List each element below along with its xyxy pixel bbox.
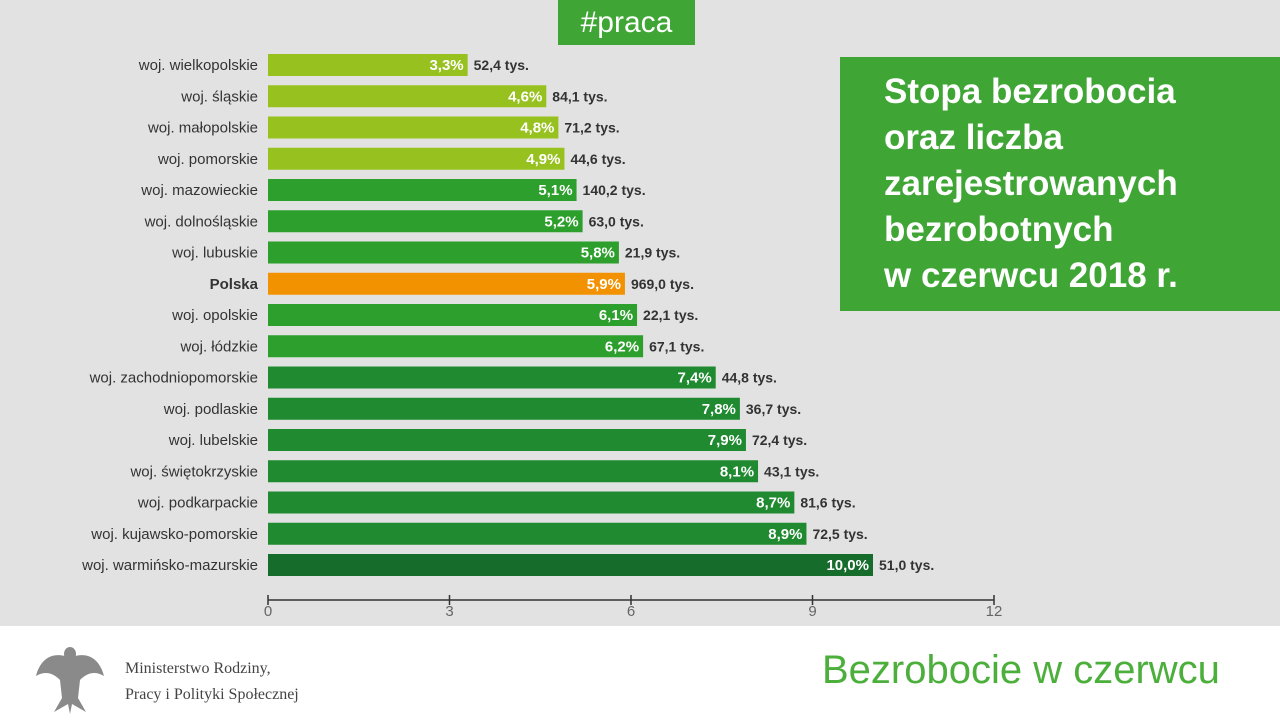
value-label: 7,8% xyxy=(702,401,736,418)
value-label: 7,9% xyxy=(708,432,742,449)
count-label: 72,4 tys. xyxy=(752,432,807,448)
value-label: 6,1% xyxy=(599,307,633,324)
category-label: woj. lubuskie xyxy=(171,245,258,262)
value-label: 5,2% xyxy=(544,213,578,230)
eagle-emblem-icon xyxy=(36,647,104,714)
bar xyxy=(268,460,759,483)
value-label: 10,0% xyxy=(826,557,869,574)
footer-title: Bezrobocie w czerwcu xyxy=(822,648,1220,692)
category-label: woj. wielkopolskie xyxy=(138,57,258,74)
title-line: zarejestrowanych xyxy=(884,164,1178,203)
bar xyxy=(268,147,565,170)
bar xyxy=(268,366,716,389)
ministry-line-2: Pracy i Polityki Społecznej xyxy=(125,686,299,703)
x-tick-label: 3 xyxy=(445,603,453,620)
category-label: woj. łódzkie xyxy=(179,338,258,355)
title-line: bezrobotnych xyxy=(884,210,1114,249)
count-label: 140,2 tys. xyxy=(583,182,646,198)
count-label: 36,7 tys. xyxy=(746,401,801,417)
bar xyxy=(268,241,619,264)
x-tick-label: 9 xyxy=(808,603,816,620)
category-label: woj. małopolskie xyxy=(147,120,258,137)
category-label: woj. kujawsko-pomorskie xyxy=(90,526,258,543)
value-label: 4,9% xyxy=(526,151,560,168)
value-label: 8,7% xyxy=(756,495,790,512)
count-label: 67,1 tys. xyxy=(649,338,704,354)
ministry-name: Ministerstwo Rodziny, Pracy i Polityki S… xyxy=(125,656,299,708)
value-label: 6,2% xyxy=(605,338,639,355)
bar xyxy=(268,179,577,201)
count-label: 72,5 tys. xyxy=(812,526,867,542)
bar-chart: woj. wielkopolskie 3,3% 52,4 tys. woj. śląs… xyxy=(81,54,1003,620)
value-label: 5,1% xyxy=(538,182,572,199)
bar xyxy=(268,54,468,76)
value-label: 4,6% xyxy=(508,88,542,105)
category-label: woj. lubelskie xyxy=(168,432,258,449)
x-tick-label: 0 xyxy=(264,603,272,620)
count-label: 84,1 tys. xyxy=(552,88,607,104)
category-label: Polska xyxy=(210,276,259,293)
bar xyxy=(268,491,795,514)
category-label: woj. świętokrzyskie xyxy=(129,463,258,480)
bar xyxy=(268,272,625,295)
category-label: woj. mazowieckie xyxy=(140,182,258,199)
value-label: 7,4% xyxy=(677,370,711,387)
bar xyxy=(268,554,873,576)
category-label: woj. zachodniopomorskie xyxy=(89,370,258,387)
category-label: woj. warmińsko-mazurskie xyxy=(81,557,258,574)
bar xyxy=(268,116,559,139)
chart-title-box: Stopa bezrobocia oraz liczba zarejestrow… xyxy=(840,57,1280,311)
category-label: woj. podkarpackie xyxy=(137,495,258,512)
title-line: Stopa bezrobocia xyxy=(884,72,1176,111)
bar xyxy=(268,85,547,108)
category-label: woj. opolskie xyxy=(171,307,258,324)
category-label: woj. śląskie xyxy=(180,88,258,105)
value-label: 3,3% xyxy=(429,57,463,74)
category-label: woj. dolnośląskie xyxy=(144,213,258,230)
category-label: woj. pomorskie xyxy=(157,151,258,168)
x-tick-label: 6 xyxy=(627,603,635,620)
bar xyxy=(268,429,746,451)
x-tick-label: 12 xyxy=(986,603,1003,620)
ministry-line-1: Ministerstwo Rodziny, xyxy=(125,660,271,677)
bar xyxy=(268,335,644,358)
count-label: 44,6 tys. xyxy=(570,151,625,167)
bar xyxy=(268,522,807,545)
title-line: w czerwcu 2018 r. xyxy=(884,256,1178,295)
count-label: 21,9 tys. xyxy=(625,245,680,261)
count-label: 52,4 tys. xyxy=(474,57,529,73)
count-label: 81,6 tys. xyxy=(800,495,855,511)
value-label: 8,9% xyxy=(768,526,802,543)
count-label: 43,1 tys. xyxy=(764,463,819,479)
count-label: 22,1 tys. xyxy=(643,307,698,323)
count-label: 51,0 tys. xyxy=(879,557,934,573)
category-label: woj. podlaskie xyxy=(163,401,258,418)
hashtag-badge: #praca xyxy=(558,0,695,45)
count-label: 969,0 tys. xyxy=(631,276,694,292)
title-line: oraz liczba xyxy=(884,118,1063,157)
count-label: 71,2 tys. xyxy=(564,120,619,136)
count-label: 63,0 tys. xyxy=(589,213,644,229)
value-label: 5,8% xyxy=(581,245,615,262)
count-label: 44,8 tys. xyxy=(722,370,777,386)
bar xyxy=(268,397,740,420)
value-label: 5,9% xyxy=(587,276,621,293)
bar xyxy=(268,210,583,233)
bar xyxy=(268,304,638,326)
value-label: 4,8% xyxy=(520,120,554,137)
value-label: 8,1% xyxy=(720,463,754,480)
